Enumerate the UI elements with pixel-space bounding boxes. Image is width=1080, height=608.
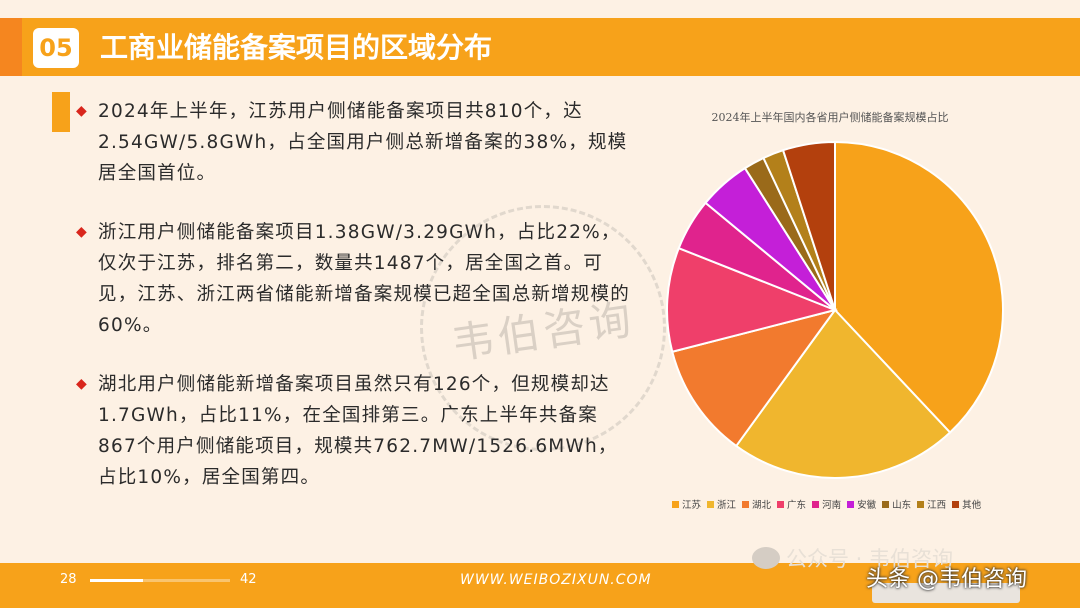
continue-button[interactable]	[872, 583, 1020, 603]
pie-slice-广东	[666, 246, 839, 353]
bullet-item: ◆ 2024年上半年，江苏用户侧储能备案项目共810个，达2.54GW/5.8G…	[76, 96, 636, 189]
toutiao-watermark: 头条 @韦伯咨询	[866, 567, 1027, 592]
diamond-bullet-icon: ◆	[76, 376, 88, 392]
page-title: 工商业储能备案项目的区域分布	[100, 31, 493, 64]
page-progress-fill	[90, 579, 144, 582]
legend-label: 安徽	[857, 500, 877, 511]
pie-slice-其他	[781, 140, 836, 311]
legend-label: 河南	[822, 500, 842, 511]
website-url: WWW.WEIBOZIXUN.COM	[460, 572, 652, 588]
legend-swatch	[672, 500, 679, 508]
bullet-text: 2024年上半年，江苏用户侧储能备案项目共810个，达2.54GW/5.8GWh…	[98, 101, 628, 184]
legend-swatch	[777, 500, 785, 508]
wechat-watermark: 公众号 · 韦伯咨询	[752, 543, 953, 573]
diamond-bullet-icon: ◆	[76, 103, 88, 119]
bullet-text: 湖北用户侧储能新增备案项目虽然只有126个，但规模却达1.7GWh，占比11%，…	[98, 374, 618, 488]
header-band	[0, 18, 1080, 76]
legend-item: 其他	[952, 497, 981, 511]
page-progress-bar	[90, 579, 230, 582]
legend-label: 其他	[962, 500, 982, 511]
diamond-bullet-icon: ◆	[76, 224, 88, 240]
chart-title: 2024年上半年国内各省用户侧储能备案规模占比	[711, 111, 949, 124]
legend-item: 安徽	[847, 497, 876, 511]
legend-swatch	[847, 500, 855, 508]
legend-label: 山东	[892, 500, 912, 511]
wechat-icon	[752, 547, 780, 569]
legend-item: 江西	[917, 497, 946, 511]
current-page-number: 28	[60, 572, 77, 587]
pie-slice-湖北	[671, 308, 838, 448]
wechat-label: 公众号 · 韦伯咨询	[786, 547, 954, 571]
legend-item: 江苏	[672, 497, 701, 511]
bullet-list: ◆ 2024年上半年，江苏用户侧储能备案项目共810个，达2.54GW/5.8G…	[76, 96, 636, 521]
legend-label: 湖北	[752, 500, 772, 511]
bullet-text: 浙江用户侧储能备案项目1.38GW/3.29GWh，占比22%，仅次于江苏，排名…	[98, 222, 630, 336]
pie-slice-江苏	[834, 140, 1004, 434]
legend-swatch	[952, 500, 960, 508]
legend-item: 湖北	[742, 497, 771, 511]
bullet-item: ◆ 浙江用户侧储能备案项目1.38GW/3.29GWh，占比22%，仅次于江苏，…	[76, 217, 636, 341]
legend-swatch	[707, 500, 715, 508]
header-accent	[0, 18, 22, 76]
bullet-item: ◆ 湖北用户侧储能新增备案项目虽然只有126个，但规模却达1.7GWh，占比11…	[76, 369, 636, 493]
legend-swatch	[812, 500, 820, 508]
legend-label: 浙江	[717, 500, 737, 511]
pie-chart	[666, 140, 1004, 479]
legend-item: 山东	[882, 497, 911, 511]
legend-label: 江苏	[682, 500, 702, 511]
legend-swatch	[742, 500, 750, 508]
chart-legend: 江苏 浙江 湖北 广东 河南 安徽 山东 江西 其他	[672, 497, 981, 511]
text-block-marker	[52, 92, 70, 132]
legend-label: 江西	[927, 500, 947, 511]
legend-swatch	[917, 500, 925, 508]
section-number-badge: 05	[33, 28, 79, 68]
pie-slice-浙江	[734, 308, 952, 479]
legend-swatch	[882, 500, 890, 508]
legend-label: 广东	[787, 500, 807, 511]
legend-item: 河南	[812, 497, 841, 511]
legend-item: 广东	[777, 497, 806, 511]
total-page-number: 42	[240, 572, 257, 587]
legend-item: 浙江	[707, 497, 736, 511]
